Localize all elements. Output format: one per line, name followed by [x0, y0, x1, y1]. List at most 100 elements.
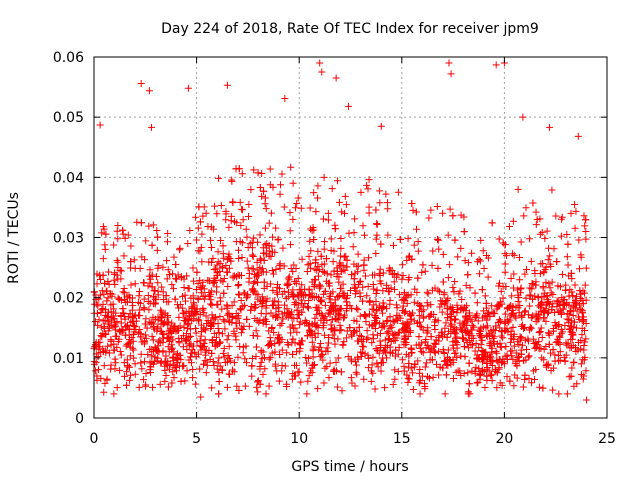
- data-point: [290, 361, 298, 369]
- data-point: [557, 232, 565, 240]
- data-point: [509, 217, 517, 225]
- data-point: [250, 166, 258, 174]
- data-point: [549, 386, 557, 394]
- data-point: [304, 261, 312, 269]
- data-point: [146, 345, 154, 353]
- data-point: [197, 243, 205, 251]
- data-point: [379, 299, 387, 307]
- data-point: [113, 318, 121, 326]
- data-point: [142, 237, 150, 245]
- data-point: [408, 255, 416, 263]
- data-point: [403, 371, 411, 379]
- data-point: [316, 59, 324, 67]
- data-point: [215, 377, 223, 385]
- data-point: [223, 81, 231, 89]
- data-point: [492, 322, 500, 330]
- data-point: [137, 359, 145, 367]
- data-point: [210, 329, 218, 337]
- data-point: [200, 339, 208, 347]
- data-point: [177, 377, 185, 385]
- data-point: [114, 235, 122, 243]
- data-point: [522, 204, 530, 212]
- data-point: [554, 282, 562, 290]
- data-point: [576, 301, 584, 309]
- data-point: [389, 317, 397, 325]
- data-point: [294, 292, 302, 300]
- data-point: [293, 328, 301, 336]
- data-point: [326, 292, 334, 300]
- data-point: [426, 348, 434, 356]
- data-point: [414, 357, 422, 365]
- data-point: [289, 286, 297, 294]
- data-point: [244, 244, 252, 252]
- data-point: [167, 346, 175, 354]
- data-point: [320, 173, 328, 181]
- data-point: [149, 336, 157, 344]
- data-point: [112, 309, 120, 317]
- data-point: [168, 379, 176, 387]
- data-point: [579, 375, 587, 383]
- data-point: [363, 327, 371, 335]
- data-point: [120, 285, 128, 293]
- data-point: [335, 278, 343, 286]
- data-point: [381, 384, 389, 392]
- data-point: [416, 390, 424, 398]
- data-point: [362, 272, 370, 280]
- data-point: [340, 290, 348, 298]
- data-point: [364, 185, 372, 193]
- data-point: [324, 216, 332, 224]
- data-point: [492, 347, 500, 355]
- data-point: [283, 305, 291, 313]
- data-point: [151, 358, 159, 366]
- data-point: [403, 324, 411, 332]
- data-point: [557, 310, 565, 318]
- data-point: [196, 247, 204, 255]
- data-point: [321, 301, 329, 309]
- data-point: [575, 265, 583, 273]
- data-point: [508, 292, 516, 300]
- data-point: [99, 223, 107, 231]
- data-point: [303, 268, 311, 276]
- data-point: [538, 228, 546, 236]
- data-point: [547, 263, 555, 271]
- data-point: [279, 315, 287, 323]
- data-point: [582, 396, 590, 404]
- data-point: [530, 340, 538, 348]
- data-point: [189, 264, 197, 272]
- data-point: [410, 241, 418, 249]
- data-point: [552, 212, 560, 220]
- data-point: [148, 271, 156, 279]
- data-point: [441, 301, 449, 309]
- data-point: [308, 338, 316, 346]
- data-point: [109, 300, 117, 308]
- data-point: [564, 261, 572, 269]
- data-point: [196, 311, 204, 319]
- data-point: [560, 353, 568, 361]
- data-point: [305, 297, 313, 305]
- data-point: [464, 271, 472, 279]
- data-point: [555, 390, 563, 398]
- data-point: [254, 269, 262, 277]
- data-point: [405, 375, 413, 383]
- data-point: [301, 316, 309, 324]
- data-point: [582, 319, 590, 327]
- data-point: [550, 364, 558, 372]
- data-point: [94, 366, 102, 374]
- data-point: [213, 365, 221, 373]
- data-point: [161, 309, 169, 317]
- data-point: [254, 388, 262, 396]
- chart-title: Day 224 of 2018, Rate Of TEC Index for r…: [161, 21, 539, 37]
- data-point: [429, 373, 437, 381]
- data-point: [304, 377, 312, 385]
- data-point: [164, 343, 172, 351]
- data-point: [546, 252, 554, 260]
- data-point: [236, 343, 244, 351]
- data-point: [510, 270, 518, 278]
- data-point: [337, 326, 345, 334]
- data-point: [415, 333, 423, 341]
- data-point: [501, 268, 509, 276]
- data-point: [323, 317, 331, 325]
- data-point: [270, 270, 278, 278]
- data-point: [571, 304, 579, 312]
- data-point: [247, 303, 255, 311]
